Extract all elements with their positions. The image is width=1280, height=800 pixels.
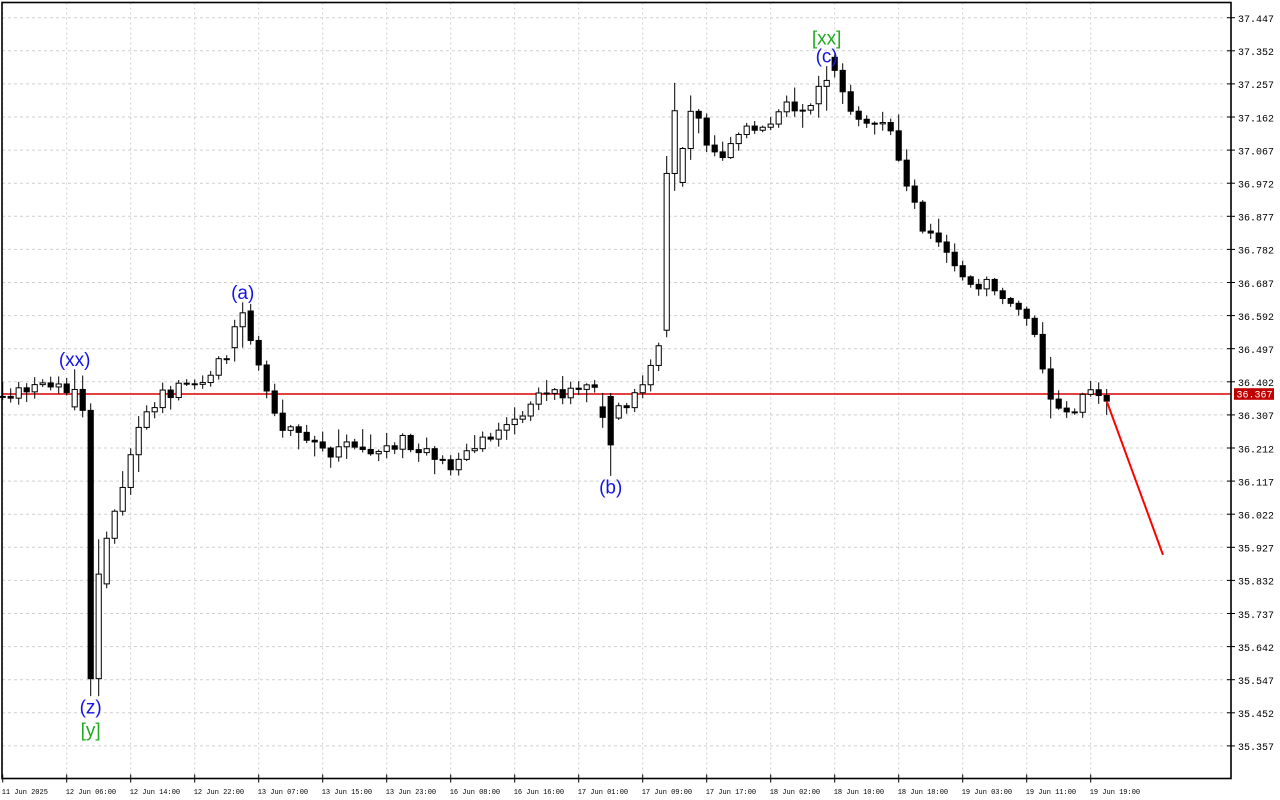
svg-text:(c): (c) <box>816 47 838 68</box>
svg-text:13 Jun 15:00: 13 Jun 15:00 <box>322 789 372 797</box>
svg-text:36.592: 36.592 <box>1238 313 1274 324</box>
svg-text:13 Jun 23:00: 13 Jun 23:00 <box>386 789 436 797</box>
svg-text:37.352: 37.352 <box>1238 48 1274 59</box>
svg-text:37.447: 37.447 <box>1238 15 1274 26</box>
svg-text:(z): (z) <box>80 698 102 719</box>
svg-text:35.832: 35.832 <box>1238 578 1274 589</box>
svg-text:36.367: 36.367 <box>1237 390 1273 401</box>
svg-text:17 Jun 17:00: 17 Jun 17:00 <box>706 789 756 797</box>
svg-text:12 Jun 06:00: 12 Jun 06:00 <box>66 789 116 797</box>
svg-text:35.452: 35.452 <box>1238 710 1274 721</box>
svg-text:37.162: 37.162 <box>1238 114 1274 125</box>
svg-text:[y]: [y] <box>81 721 101 742</box>
svg-text:36.022: 36.022 <box>1238 512 1274 523</box>
svg-text:12 Jun 14:00: 12 Jun 14:00 <box>130 789 180 797</box>
svg-text:35.737: 35.737 <box>1238 611 1274 622</box>
svg-text:11 Jun 2025: 11 Jun 2025 <box>2 789 48 797</box>
svg-text:18 Jun 02:00: 18 Jun 02:00 <box>770 789 820 797</box>
svg-text:35.927: 35.927 <box>1238 545 1274 556</box>
svg-text:[xx]: [xx] <box>812 29 842 50</box>
svg-text:36.972: 36.972 <box>1238 181 1274 192</box>
svg-text:16 Jun 16:00: 16 Jun 16:00 <box>514 789 564 797</box>
svg-text:35.357: 35.357 <box>1238 743 1274 754</box>
svg-text:35.547: 35.547 <box>1238 677 1274 688</box>
svg-text:37.067: 37.067 <box>1238 147 1274 158</box>
svg-text:36.687: 36.687 <box>1238 280 1274 291</box>
svg-text:36.212: 36.212 <box>1238 445 1274 456</box>
svg-text:19 Jun 03:00: 19 Jun 03:00 <box>962 789 1012 797</box>
svg-text:36.877: 36.877 <box>1238 214 1274 225</box>
svg-text:(b): (b) <box>599 477 622 498</box>
svg-text:12 Jun 22:00: 12 Jun 22:00 <box>194 789 244 797</box>
svg-text:(xx): (xx) <box>59 350 91 371</box>
svg-text:19 Jun 19:00: 19 Jun 19:00 <box>1090 789 1140 797</box>
svg-text:36.497: 36.497 <box>1238 346 1274 357</box>
svg-text:16 Jun 08:00: 16 Jun 08:00 <box>450 789 500 797</box>
svg-text:35.642: 35.642 <box>1238 644 1274 655</box>
svg-text:36.307: 36.307 <box>1238 412 1274 423</box>
svg-text:17 Jun 09:00: 17 Jun 09:00 <box>642 789 692 797</box>
svg-text:17 Jun 01:00: 17 Jun 01:00 <box>578 789 628 797</box>
svg-text:18 Jun 18:00: 18 Jun 18:00 <box>898 789 948 797</box>
svg-text:36.117: 36.117 <box>1238 478 1274 489</box>
svg-text:(a): (a) <box>231 283 254 304</box>
svg-text:18 Jun 10:00: 18 Jun 10:00 <box>834 789 884 797</box>
svg-text:37.257: 37.257 <box>1238 81 1274 92</box>
svg-text:13 Jun 07:00: 13 Jun 07:00 <box>258 789 308 797</box>
svg-text:19 Jun 11:00: 19 Jun 11:00 <box>1026 789 1076 797</box>
svg-text:36.782: 36.782 <box>1238 247 1274 258</box>
